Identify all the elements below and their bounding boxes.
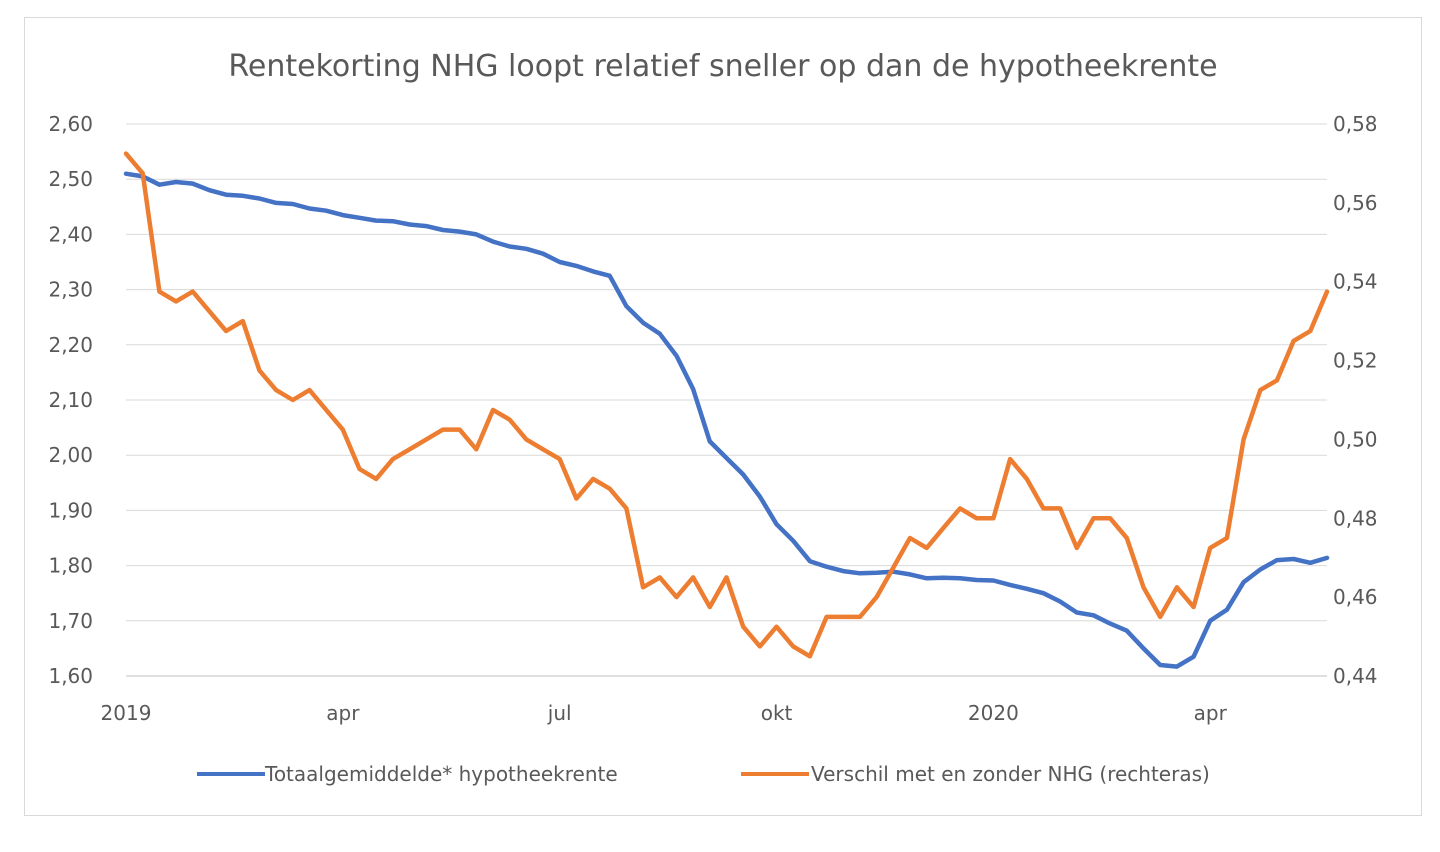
x-tick-label: jul bbox=[547, 701, 572, 725]
left-tick-label: 2,10 bbox=[48, 388, 93, 412]
right-tick-label: 0,50 bbox=[1333, 427, 1378, 451]
chart-frame: Rentekorting NHG loopt relatief sneller … bbox=[24, 17, 1422, 816]
left-tick-label: 1,80 bbox=[48, 554, 93, 578]
left-tick-label: 1,60 bbox=[48, 664, 93, 688]
chart-svg: Rentekorting NHG loopt relatief sneller … bbox=[48, 49, 1378, 786]
x-tick-label: 2019 bbox=[101, 701, 152, 725]
left-tick-label: 2,00 bbox=[48, 443, 93, 467]
legend: Totaalgemiddelde* hypotheekrente Verschi… bbox=[197, 762, 1210, 786]
x-tick-label: apr bbox=[326, 701, 360, 725]
series-layer bbox=[123, 151, 1330, 669]
x-tick-label: 2020 bbox=[968, 701, 1019, 725]
right-y-axis: 0,58 0,56 0,54 0,52 0,50 0,48 0,46 0,44 bbox=[1333, 112, 1378, 688]
right-tick-label: 0,54 bbox=[1333, 270, 1378, 294]
left-tick-label: 2,50 bbox=[48, 167, 93, 191]
left-tick-label: 1,70 bbox=[48, 609, 93, 633]
left-tick-label: 1,90 bbox=[48, 498, 93, 522]
x-tick-label: apr bbox=[1194, 701, 1228, 725]
right-tick-label: 0,52 bbox=[1333, 349, 1378, 373]
left-y-axis: 2,60 2,50 2,40 2,30 2,20 2,10 2,00 1,90 1,80 1,70… bbox=[48, 112, 93, 688]
right-tick-label: 0,48 bbox=[1333, 506, 1378, 530]
x-axis: 2019 apr jul okt 2020 apr bbox=[101, 701, 1228, 725]
x-tick-label: okt bbox=[761, 701, 793, 725]
right-tick-label: 0,46 bbox=[1333, 585, 1378, 609]
left-tick-label: 2,60 bbox=[48, 112, 93, 136]
gridlines bbox=[126, 123, 1327, 677]
series-line-hypotheekrente bbox=[123, 171, 1330, 669]
right-tick-label: 0,44 bbox=[1333, 664, 1378, 688]
right-tick-label: 0,58 bbox=[1333, 112, 1378, 136]
series-line-verschil-nhg bbox=[123, 151, 1330, 659]
chart-title: Rentekorting NHG loopt relatief sneller … bbox=[228, 49, 1217, 84]
right-tick-label: 0,56 bbox=[1333, 191, 1378, 215]
legend-label-hypotheekrente: Totaalgemiddelde* hypotheekrente bbox=[264, 762, 618, 786]
left-tick-label: 2,40 bbox=[48, 222, 93, 246]
legend-label-verschil-nhg: Verschil met en zonder NHG (rechteras) bbox=[811, 762, 1210, 786]
left-tick-label: 2,30 bbox=[48, 278, 93, 302]
left-tick-label: 2,20 bbox=[48, 333, 93, 357]
